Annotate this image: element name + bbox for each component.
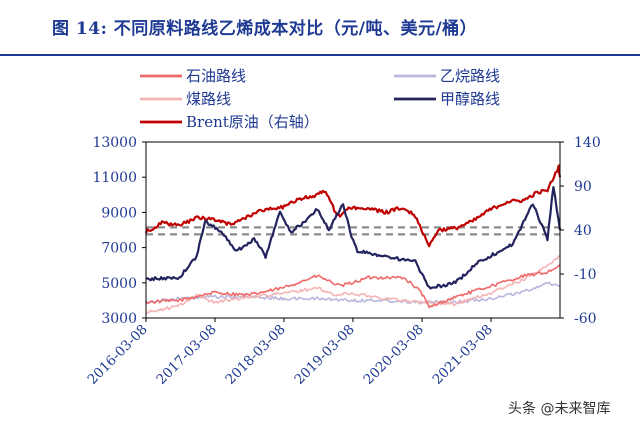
y-axis-left: 3000 5000 7000 9000 11000 13000: [92, 135, 146, 327]
x-tick-label: 2019-03-08: [291, 322, 357, 388]
y-right-tick-label: 40: [574, 223, 592, 239]
y-left-tick-label: 7000: [101, 241, 137, 257]
y-left-tick-label: 3000: [101, 311, 137, 327]
x-axis: 2016-03-08 2017-03-08 2018-03-08 2019-03-08…: [84, 318, 496, 388]
y-right-tick-label: -10: [574, 267, 597, 283]
series-line-2: [145, 281, 561, 305]
y-left-tick-label: 13000: [92, 135, 137, 151]
legend-label-3: 煤路线: [186, 90, 231, 108]
title-bar: 图 14: 不同原料路线乙烯成本对比（元/吨、美元/桶）: [0, 0, 640, 56]
series-line-5: [144, 164, 562, 248]
legend-label-4: 甲醇路线: [440, 90, 500, 108]
y-right-tick-label: 90: [574, 179, 592, 195]
legend-label-1: 石油路线: [186, 67, 246, 85]
reference-lines: [146, 226, 560, 236]
watermark-text: 头条 @未来智库: [508, 401, 611, 417]
y-right-tick-label: -60: [574, 311, 597, 327]
y-left-tick-label: 11000: [92, 170, 137, 186]
legend-label-5: Brent原油（右轴）: [186, 113, 319, 131]
x-tick-label: 2020-03-08: [361, 322, 427, 388]
y-left-tick-label: 9000: [101, 205, 137, 221]
x-tick-label: 2021-03-08: [430, 322, 496, 388]
legend-label-2: 乙烷路线: [440, 67, 500, 85]
y-right-tick-label: 140: [574, 135, 601, 151]
x-tick-label: 2017-03-08: [153, 322, 219, 388]
series-line-1: [145, 264, 561, 309]
y-left-tick-label: 5000: [101, 276, 137, 292]
series-line-3: [145, 255, 561, 314]
series-line-4: [146, 186, 562, 290]
plot-frame: [145, 141, 561, 319]
x-tick-label: 2018-03-08: [222, 322, 288, 388]
y-axis-right: -60 -10 40 90 140: [560, 135, 601, 327]
page-title: 图 14: 不同原料路线乙烯成本对比（元/吨、美元/桶）: [52, 19, 478, 39]
x-tick-label: 2016-03-08: [84, 322, 150, 388]
plot-border: [145, 141, 561, 319]
series-layer: [144, 164, 562, 314]
